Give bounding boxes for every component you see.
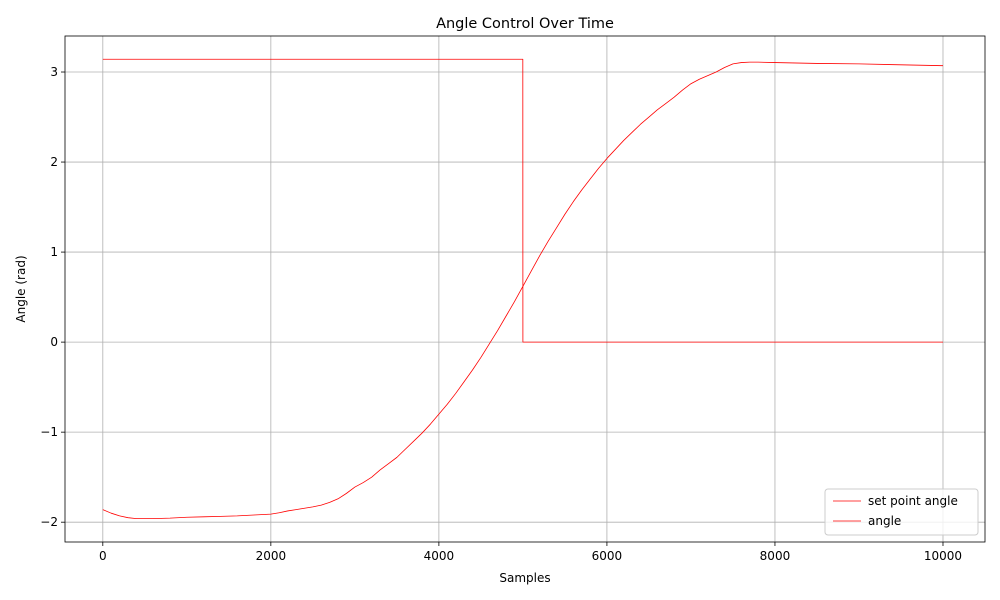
- x-axis-label: Samples: [499, 571, 550, 585]
- y-tick-label: −1: [40, 425, 58, 439]
- y-tick-label: 3: [50, 65, 58, 79]
- x-tick-label: 8000: [760, 549, 791, 563]
- x-tick-label: 4000: [424, 549, 455, 563]
- y-axis-label: Angle (rad): [14, 255, 28, 322]
- legend-label-1: angle: [868, 514, 901, 528]
- x-tick-label: 2000: [256, 549, 287, 563]
- y-tick-label: 2: [50, 155, 58, 169]
- x-tick-label: 10000: [924, 549, 962, 563]
- y-tick-label: 0: [50, 335, 58, 349]
- series-layer: [102, 58, 943, 519]
- x-axis-ticks: 0 2000 4000 6000 8000 10000: [99, 542, 962, 563]
- grid-lines: [65, 36, 985, 542]
- legend-label-0: set point angle: [868, 494, 958, 508]
- series-line-0: [102, 58, 943, 343]
- x-tick-label: 6000: [592, 549, 623, 563]
- y-tick-label: −2: [40, 515, 58, 529]
- plot-area-frame: [64, 35, 986, 543]
- chart-title: Angle Control Over Time: [436, 16, 614, 32]
- series-line-1: [102, 61, 943, 519]
- legend-box: [824, 488, 979, 536]
- x-tick-label: 0: [99, 549, 107, 563]
- legend: set point angle angle: [824, 488, 979, 536]
- y-tick-label: 1: [50, 245, 58, 259]
- y-axis-ticks: −2 −1 0 1 2 3: [40, 65, 65, 529]
